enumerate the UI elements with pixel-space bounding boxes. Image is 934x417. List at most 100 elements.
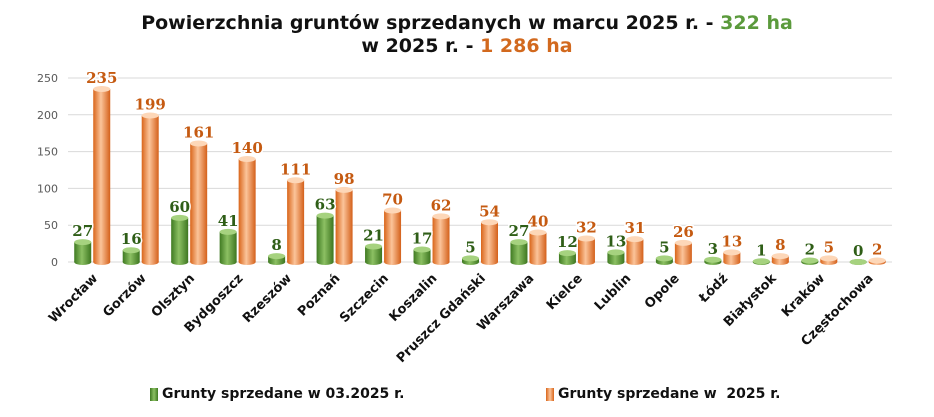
bar-year bbox=[771, 253, 789, 265]
bar-year bbox=[141, 112, 159, 265]
bar-month-base bbox=[607, 259, 625, 265]
bar-year-base bbox=[335, 259, 353, 265]
bar-month-body bbox=[171, 217, 189, 262]
bar-month-top bbox=[462, 255, 479, 262]
data-label-month: 5 bbox=[465, 238, 475, 256]
bar-year bbox=[384, 207, 402, 265]
bar-year-top bbox=[93, 86, 111, 93]
bar-year bbox=[481, 219, 498, 265]
title-line-1: Powierzchnia gruntów sprzedanych w marcu… bbox=[0, 12, 934, 35]
bar-year-top bbox=[577, 235, 595, 242]
bar-year-base bbox=[529, 259, 547, 265]
data-label-month: 17 bbox=[412, 229, 433, 247]
bar-month-top bbox=[268, 253, 286, 260]
legend-label-month: Grunty sprzedane w 03.2025 r. bbox=[162, 386, 405, 402]
data-label-year: 5 bbox=[824, 238, 834, 256]
bar-year-body bbox=[238, 158, 256, 262]
bar-year-base bbox=[93, 259, 111, 265]
bar-year bbox=[238, 155, 256, 265]
bar-year-top bbox=[190, 140, 208, 147]
bar-year bbox=[723, 249, 741, 265]
data-label-month: 0 bbox=[853, 242, 863, 260]
bar-year-top bbox=[141, 112, 159, 119]
bar-year-top bbox=[238, 155, 256, 162]
x-tick-label: Wrocław bbox=[46, 271, 101, 326]
data-label-month: 5 bbox=[659, 238, 669, 256]
bar-year-base bbox=[384, 259, 402, 265]
bar-year-top bbox=[529, 229, 547, 236]
bar-month-base bbox=[74, 259, 92, 265]
bar-month bbox=[365, 243, 383, 265]
data-label-month: 41 bbox=[218, 212, 239, 230]
bar-year-base bbox=[674, 259, 692, 265]
bar-month-top bbox=[171, 214, 189, 221]
bar-month-base bbox=[365, 259, 383, 265]
bar-month-top bbox=[752, 258, 770, 265]
bar-month-top bbox=[558, 250, 576, 257]
bar-year-base bbox=[432, 259, 450, 265]
bar-month bbox=[607, 249, 625, 265]
bar-month bbox=[510, 239, 528, 265]
bar-month bbox=[704, 256, 722, 265]
x-tick-label: Białystok bbox=[721, 271, 780, 330]
bar-year-body bbox=[481, 222, 498, 262]
bar-year-body bbox=[335, 189, 353, 262]
data-label-year: 40 bbox=[528, 213, 549, 231]
x-tick-label: Pruszcz Gdański bbox=[394, 271, 489, 366]
bar-month-body bbox=[607, 252, 625, 262]
bar-month-body bbox=[510, 242, 528, 262]
data-label-year: 70 bbox=[382, 190, 403, 208]
bar-month-top bbox=[413, 246, 431, 253]
bar-year-top bbox=[481, 219, 498, 226]
bar-month-top bbox=[801, 257, 819, 264]
data-label-year: 111 bbox=[280, 160, 311, 178]
bar-year-top bbox=[723, 249, 741, 256]
bar-month bbox=[801, 257, 819, 265]
bar-month-base bbox=[558, 259, 576, 265]
bar-month-body bbox=[365, 246, 383, 262]
bar-year-base bbox=[577, 259, 595, 265]
y-tick-label: 100 bbox=[37, 182, 58, 195]
legend-item-month: Grunty sprzedane w 03.2025 r. bbox=[150, 386, 404, 402]
bar-month-base bbox=[510, 259, 528, 265]
bar-year-body bbox=[626, 239, 644, 262]
bar-month-base bbox=[413, 259, 431, 265]
bar-year bbox=[577, 235, 595, 265]
data-label-month: 63 bbox=[315, 196, 336, 214]
x-tick-label: Poznań bbox=[295, 271, 343, 319]
x-tick-label: Kraków bbox=[779, 271, 828, 320]
bar-month-top bbox=[655, 255, 673, 262]
y-tick-label: 250 bbox=[37, 72, 58, 85]
bar-month bbox=[655, 255, 673, 265]
y-tick-label: 200 bbox=[37, 109, 58, 122]
data-label-year: 13 bbox=[721, 232, 742, 250]
y-tick-label: 150 bbox=[37, 146, 58, 159]
bar-year-base bbox=[287, 259, 305, 265]
bar-month bbox=[268, 253, 286, 265]
bar-year bbox=[868, 257, 886, 265]
bar-month bbox=[462, 255, 479, 265]
data-label-year: 26 bbox=[673, 223, 694, 241]
bar-year-body bbox=[190, 143, 208, 262]
bar-year-base bbox=[238, 259, 256, 265]
bar-month bbox=[171, 214, 189, 265]
bar-year-body bbox=[287, 180, 305, 262]
bar-year bbox=[820, 255, 838, 265]
bar-month-top bbox=[365, 243, 383, 250]
title-month-total: 322 ha bbox=[720, 12, 793, 34]
bar-year bbox=[529, 229, 547, 265]
bar-year bbox=[190, 140, 208, 265]
y-tick-label: 50 bbox=[44, 219, 58, 232]
legend-item-year: Grunty sprzedane w 2025 r. bbox=[546, 386, 780, 402]
bar-year-top bbox=[674, 239, 692, 246]
bar-year-body bbox=[93, 89, 111, 262]
chart-title: Powierzchnia gruntów sprzedanych w marcu… bbox=[0, 12, 934, 58]
bar-month bbox=[558, 250, 576, 265]
bar-month-body bbox=[122, 250, 140, 262]
bar-month-top bbox=[219, 228, 237, 235]
bar-year-base bbox=[771, 259, 789, 265]
bar-month-top bbox=[704, 256, 722, 263]
legend-label-year: Grunty sprzedane w 2025 r. bbox=[558, 386, 781, 402]
data-label-year: 8 bbox=[775, 236, 785, 254]
